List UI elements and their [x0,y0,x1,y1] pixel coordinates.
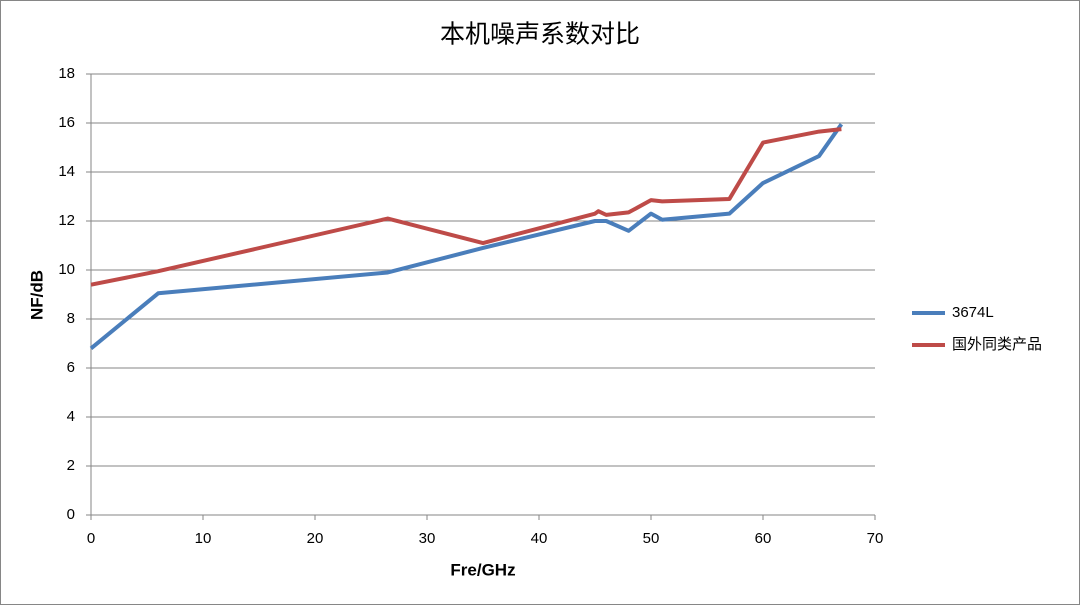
x-axis-label: Fre/GHz [450,560,515,579]
y-tick-label: 12 [58,212,75,229]
y-tick-label: 16 [58,114,75,131]
x-tick-label: 70 [867,530,884,547]
x-tick-label: 40 [531,530,548,547]
y-tick-label: 0 [67,506,75,523]
x-tick-label: 60 [755,530,772,547]
legend-label: 3674L [952,304,994,321]
y-tick-label: 18 [58,65,75,82]
series-line [89,123,844,350]
x-tick-label: 30 [419,530,436,547]
x-tick-label: 50 [643,530,660,547]
y-tick-label: 10 [58,261,75,278]
chart-title: 本机噪声系数对比 [440,20,640,49]
legend-label: 国外同类产品 [952,336,1042,353]
y-axis-label: NF/dB [27,270,46,320]
x-tick-label: 10 [195,530,212,547]
y-tick-label: 14 [58,163,75,180]
y-tick-label: 6 [67,359,75,376]
y-tick-label: 4 [67,408,75,425]
x-tick-label: 20 [307,530,324,547]
y-tick-label: 8 [67,310,75,327]
series-line [90,127,842,287]
x-tick-label: 0 [87,530,95,547]
y-tick-label: 2 [67,457,75,474]
